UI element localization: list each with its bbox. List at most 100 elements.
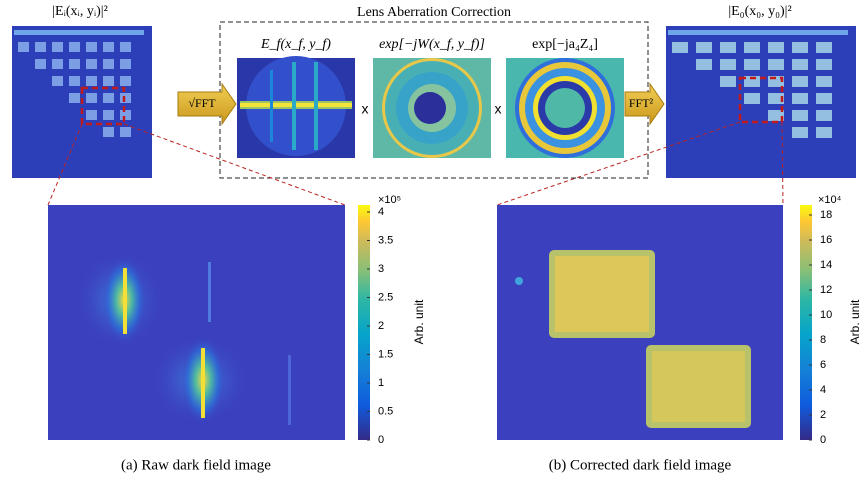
square [744,59,760,70]
square [86,42,97,52]
square [120,110,131,120]
square [720,42,736,53]
colorbar-tick-label: 1.5 [378,348,393,360]
colorbar-tick-label: 0.5 [378,405,393,417]
stripe [668,30,848,35]
arrow [177,82,237,126]
input-label: |Eᵢ(xᵢ, yᵢ)|² [52,4,108,19]
square [120,42,131,52]
square [35,59,46,69]
arrow-label: √FFT [188,96,216,110]
center [414,92,446,124]
arrow-label: FFT² [629,96,654,110]
colorbar-label: Arb. unit [412,299,426,344]
square [86,110,97,120]
square [103,59,114,69]
colorbar-tick-label: 12 [820,284,832,296]
square [52,76,63,86]
square [744,93,760,104]
square [792,59,808,70]
raw-heatmap [48,205,345,440]
zoom-connector [47,123,83,206]
square [792,110,808,121]
square [744,42,760,53]
diagram-title: Lens Aberration Correction [357,5,511,20]
square [69,93,80,103]
colorbar-tick-label: 1 [378,377,384,389]
colorbar [800,205,812,440]
colorbar-tick-label: 0 [820,434,826,446]
square [103,110,114,120]
colorbar-tick-label: 3 [378,263,384,275]
streak [292,62,296,150]
streak [270,70,273,142]
operator: x [495,101,502,117]
square [69,76,80,86]
square [792,93,808,104]
colorbar-multiplier: ×10⁴ [818,194,842,206]
square-inner [652,351,745,422]
colorbar [358,205,370,440]
streak [314,62,318,150]
caption: (a) Raw dark field image [121,457,271,473]
square [816,127,832,138]
colorbar-multiplier: ×10⁵ [378,194,401,206]
square [792,42,808,53]
square [696,59,712,70]
square [69,59,80,69]
fourier-field-image [237,56,355,158]
colorbar-tick-label: 3.5 [378,234,393,246]
output-image [666,26,856,178]
square [86,76,97,86]
bright-line [123,268,127,334]
colorbar-label: Arb. unit [848,299,862,344]
square [720,59,736,70]
square [103,127,114,137]
square [816,42,832,53]
square [120,59,131,69]
corrected-heatmap [497,205,783,440]
square [696,42,712,53]
square [18,42,29,52]
square [52,42,63,52]
arrow [624,82,665,126]
colorbar-tick-label: 4 [378,206,384,218]
square [86,93,97,103]
colorbar-tick-label: 16 [820,234,832,246]
square [816,110,832,121]
colorbar-tick-label: 2 [378,320,384,332]
square [768,76,784,87]
panel-label: exp[−ja₄Z₄] [532,37,598,52]
square [768,59,784,70]
square [69,42,80,52]
zoom-connector [496,121,741,206]
operator: x [362,101,369,117]
square [816,76,832,87]
square [768,93,784,104]
square [816,93,832,104]
colorbar-tick-label: 14 [820,259,832,271]
square [120,127,131,137]
colorbar-tick-label: 10 [820,309,832,321]
square [103,42,114,52]
colorbar-tick-label: 4 [820,384,826,396]
defocus-phase-image [506,58,624,158]
square [672,42,688,53]
panel-label: E_f(x_f, y_f) [260,37,331,52]
center [545,88,585,128]
square-inner [555,256,649,332]
colorbar-tick-label: 8 [820,334,826,346]
square [120,93,131,103]
aberration-phase-image [373,58,491,158]
square [103,76,114,86]
colorbar-tick-label: 2.5 [378,291,393,303]
zoom-connector [123,123,346,206]
square [52,59,63,69]
streak [208,262,211,322]
zoom-box [80,86,126,126]
bright-line [201,348,205,418]
colorbar-tick-label: 6 [820,359,826,371]
square [816,59,832,70]
colorbar-tick-label: 18 [820,209,832,221]
